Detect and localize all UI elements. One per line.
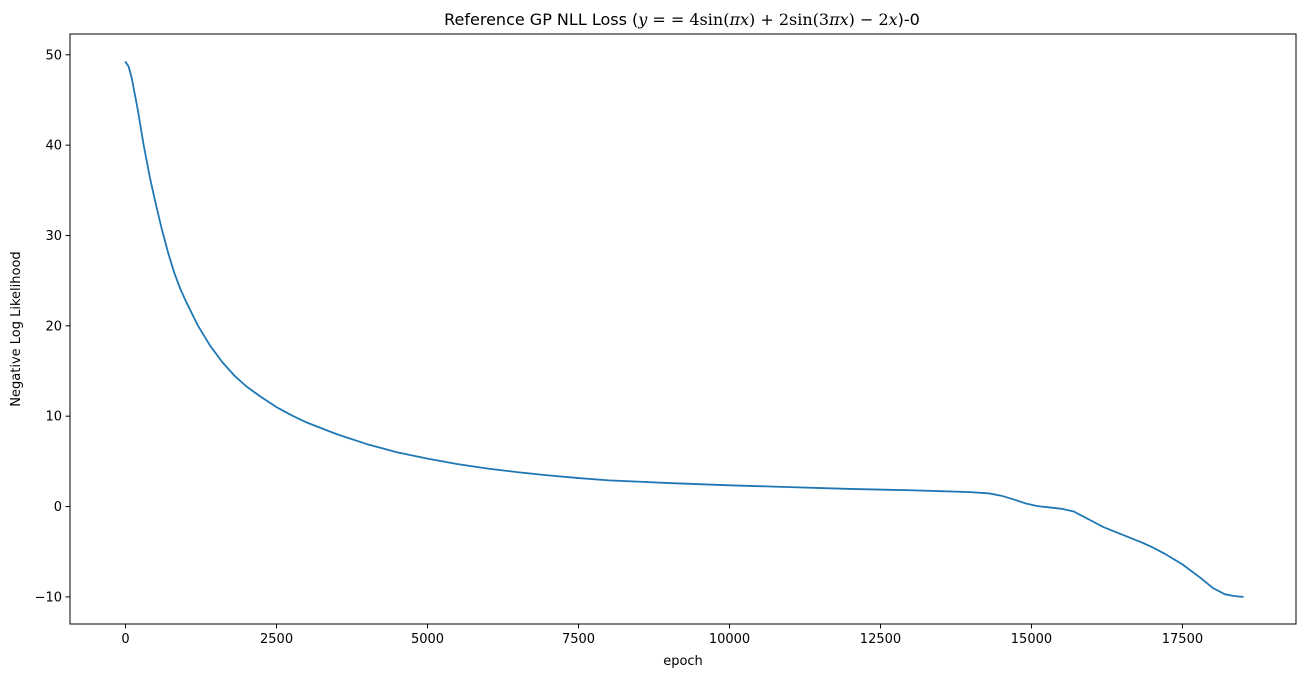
y-tick-label: 50 xyxy=(45,48,62,63)
chart-title: Reference GP NLL Loss (y = = 4sin(πx) + … xyxy=(444,10,920,29)
y-axis-label: Negative Log Likelihood xyxy=(9,251,24,406)
x-tick-label: 5000 xyxy=(411,632,444,647)
y-tick-label: −10 xyxy=(35,590,62,605)
y-tick-label: 40 xyxy=(45,139,62,154)
x-tick-label: 0 xyxy=(121,632,129,647)
x-tick-label: 7500 xyxy=(562,632,595,647)
x-tick-label: 2500 xyxy=(260,632,293,647)
y-tick-label: 0 xyxy=(54,500,62,515)
x-axis-label: epoch xyxy=(663,654,703,669)
series-layer xyxy=(124,61,1244,598)
x-tick-label: 17500 xyxy=(1162,632,1203,647)
y-tick-label: 30 xyxy=(45,229,62,244)
y-tick-label: 20 xyxy=(45,319,62,334)
x-tick-label: 15000 xyxy=(1011,632,1052,647)
x-tick-label: 12500 xyxy=(860,632,901,647)
plot-frame xyxy=(69,33,1297,625)
x-axis-ticks: 0 2500 5000 7500 10000 12500 15000 17500 xyxy=(121,624,1203,647)
y-axis-ticks: −10 0 10 20 30 40 50 xyxy=(35,48,70,605)
y-tick-label: 10 xyxy=(45,410,62,425)
x-tick-label: 10000 xyxy=(709,632,750,647)
series-line xyxy=(124,61,1244,598)
